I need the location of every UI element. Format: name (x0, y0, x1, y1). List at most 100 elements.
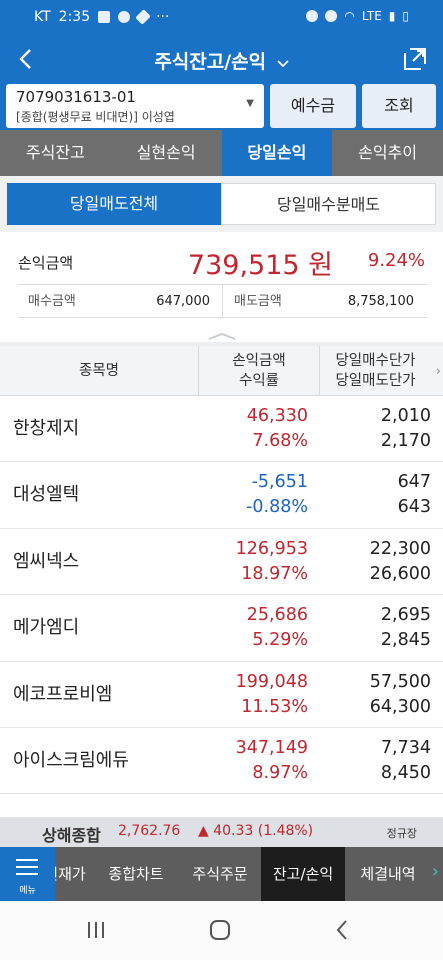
page-title-text: 주식잔고/손익 (154, 51, 267, 73)
market-session-label: 정규장 (386, 827, 417, 840)
subtab-daily-sell-all[interactable]: 당일매도전체 (7, 183, 221, 225)
nav-executions[interactable]: 체결내역 (360, 865, 416, 883)
menu-label: 메뉴 (19, 886, 36, 896)
sell-amount-value: 8,758,100 (347, 294, 414, 309)
pill-notification-icon (135, 9, 151, 25)
pl-rate: 9.24% (367, 250, 425, 271)
back-button[interactable] (14, 46, 40, 72)
main-tabs: 주식잔고 실현손익 당일손익 손익추이 (0, 130, 443, 176)
account-description: [종합(평생무료 비대면)] 이성엽 (16, 110, 175, 124)
chevron-left-icon (19, 49, 31, 69)
nav-stock-order[interactable]: 주식주문 (192, 865, 248, 883)
stock-name: 에코프로비엠 (13, 683, 113, 705)
column-header-name[interactable]: 종목명 (78, 363, 120, 379)
market-ticker[interactable]: 상해종합 2,762.76 ▲ 40.33 (1.48%) 정규장 (0, 817, 443, 847)
alarm-icon (306, 10, 319, 22)
nav-balance-pl[interactable]: 잔고/손익 (261, 847, 345, 901)
pl-rate-value: -0.88% (246, 497, 308, 518)
back-nav-button[interactable] (334, 918, 350, 942)
tab-pl-trend[interactable]: 손익추이 (358, 143, 418, 162)
buy-amount-label: 매수금액 (28, 294, 76, 309)
menu-button[interactable]: 메뉴 (0, 847, 55, 901)
tab-daily-pl[interactable]: 당일손익 (221, 130, 333, 176)
chevron-right-icon: › (435, 364, 441, 379)
chevron-down-icon (272, 57, 289, 72)
pl-cell: 46,330 7.68% (198, 404, 308, 454)
buy-price-value: 57,500 (369, 671, 431, 692)
home-icon (210, 920, 230, 940)
buy-amount-value: 647,000 (156, 294, 210, 309)
account-selector[interactable]: 7079031613-01 [종합(평생무료 비대면)] 이성엽 ▼ (6, 84, 264, 128)
section-divider (0, 342, 443, 346)
deposit-button[interactable]: 예수금 (270, 84, 356, 128)
ticker-change: ▲ 40.33 (1.48%) (198, 823, 314, 839)
table-row[interactable]: 에코프로비엠 199,048 11.53% 57,500 64,300 (0, 662, 443, 728)
price-cell: 57,500 64,300 (319, 670, 431, 720)
buy-price-value: 2,695 (380, 605, 431, 626)
status-bar: KT 2:35 ··· ◠ LTE ▮ ▯ (0, 0, 443, 36)
pl-cell: 199,048 11.53% (198, 670, 308, 720)
pl-amount: 739,515 원 (187, 250, 333, 281)
network-type-label: LTE (361, 9, 382, 23)
column-header-price[interactable]: 당일매수단가 당일매도단가 › (319, 346, 443, 396)
dropdown-triangle-icon: ▼ (246, 98, 254, 109)
home-button[interactable] (208, 918, 232, 942)
sell-price-value: 8,450 (380, 762, 431, 783)
page-title[interactable]: 주식잔고/손익 (0, 47, 443, 74)
stock-name: 아이스크림에듀 (13, 749, 129, 771)
sell-price-value: 2,170 (380, 431, 431, 451)
sell-price-value: 643 (397, 497, 431, 518)
tab-stock-balance[interactable]: 주식잔고 (25, 143, 85, 162)
tab-realized-pl[interactable]: 실현손익 (136, 143, 196, 162)
wifi-icon: ◠ (344, 9, 355, 23)
system-nav-bar (0, 901, 443, 960)
table-row[interactable]: 아이스크림에듀 347,149 8.97% 7,734 8,450 (0, 728, 443, 795)
table-row[interactable]: 메가엠디 25,686 5.29% 2,695 2,845 (0, 595, 443, 662)
export-button[interactable] (401, 45, 429, 73)
price-cell: 22,300 26,600 (319, 537, 431, 587)
account-number: 7079031613-01 (16, 88, 136, 106)
pl-cell: 25,686 5.29% (198, 603, 308, 653)
price-cell: 2,695 2,845 (319, 603, 431, 653)
pl-rate-value: 18.97% (241, 563, 308, 584)
summary-divider (222, 285, 223, 319)
pl-rate-value: 5.29% (252, 630, 308, 651)
collapse-handle[interactable] (207, 326, 237, 340)
table-header: 종목명 손익금액 수익률 당일매수단가 당일매도단가 › (0, 346, 443, 396)
table-row[interactable]: 대성엘텍 -5,651 -0.88% 647 643 (0, 462, 443, 529)
price-cell: 7,734 8,450 (319, 736, 431, 786)
nav-chart[interactable]: 종합차트 (108, 865, 164, 883)
pl-label: 손익금액 (18, 254, 74, 272)
subtab-daily-buy-sell[interactable]: 당일매수분매도 (221, 183, 436, 225)
mute-icon (325, 10, 338, 22)
pl-rate-value: 11.53% (241, 696, 308, 717)
stock-list: 한창제지 46,330 7.68% 2,010 2,170 대성엘텍 -5,65… (0, 396, 443, 795)
clock: 2:35 (58, 9, 91, 25)
chevron-up-icon (208, 332, 236, 340)
app-header: 주식잔고/손익 (0, 36, 443, 82)
table-row[interactable]: 한창제지 46,330 7.68% 2,010 2,170 (0, 396, 443, 463)
pl-amount-value: 199,048 (235, 671, 308, 692)
query-button[interactable]: 조회 (362, 84, 436, 128)
pl-amount-value: 347,149 (235, 737, 308, 758)
recent-apps-button[interactable] (86, 918, 106, 942)
buy-price-value: 2,010 (380, 406, 431, 426)
price-cell: 647 643 (319, 470, 431, 520)
stock-name: 대성엘텍 (13, 484, 80, 506)
message-notification-icon (118, 11, 131, 23)
sell-price-value: 2,845 (380, 630, 431, 651)
sell-amount-label: 매도금액 (234, 294, 282, 309)
buy-price-value: 7,734 (380, 737, 431, 758)
pl-cell: 126,953 18.97% (198, 537, 308, 587)
column-header-buy-price: 당일매수단가 (335, 353, 416, 369)
column-header-pl[interactable]: 손익금액 수익률 (198, 346, 319, 396)
table-row[interactable]: 엠씨넥스 126,953 18.97% 22,300 26,600 (0, 529, 443, 596)
column-header-sell-price: 당일매도단가 (335, 373, 416, 389)
pl-amount-value: -5,651 (251, 472, 308, 493)
stock-name: 메가엠디 (13, 617, 80, 639)
column-header-pl-amount: 손익금액 (232, 353, 286, 369)
more-notifications-icon: ··· (156, 9, 170, 25)
chevron-left-icon (336, 920, 347, 940)
sell-price-value: 64,300 (369, 696, 431, 717)
chevron-right-icon[interactable]: › (431, 861, 439, 882)
